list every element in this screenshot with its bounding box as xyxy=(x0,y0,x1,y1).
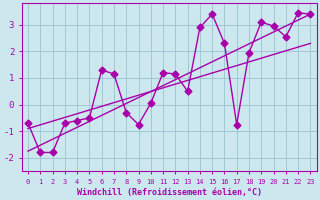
X-axis label: Windchill (Refroidissement éolien,°C): Windchill (Refroidissement éolien,°C) xyxy=(77,188,262,197)
